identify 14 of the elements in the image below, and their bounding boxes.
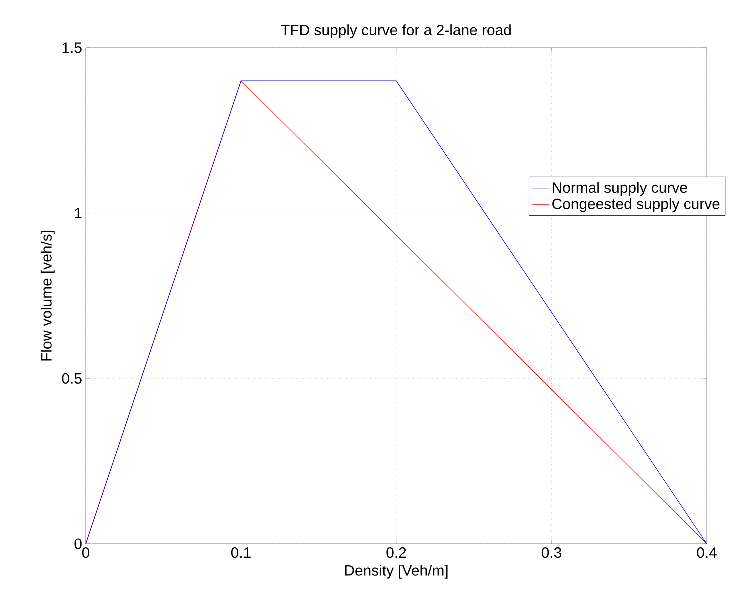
chart-title: TFD supply curve for a 2-lane road [281, 24, 511, 38]
x-tick-label: 0.3 [542, 548, 562, 558]
legend-label: Normal supply curve [553, 182, 688, 196]
x-axis-title: Density [Veh/m] [345, 564, 448, 579]
x-tick-label: 0.1 [231, 548, 251, 558]
x-tick-label: 0.2 [386, 548, 406, 558]
x-tick-label: 0 [82, 548, 90, 558]
x-tick-label: 0.4 [697, 548, 717, 558]
y-axis-title: Flow volume [veh/s] [40, 231, 55, 361]
y-tick-label: 1 [75, 208, 82, 218]
y-tick-label: 0.5 [62, 373, 82, 384]
legend-label: Congeested supply curve [552, 198, 720, 212]
y-tick-label: 0 [74, 538, 82, 550]
y-tick-label: 1.5 [62, 42, 82, 54]
